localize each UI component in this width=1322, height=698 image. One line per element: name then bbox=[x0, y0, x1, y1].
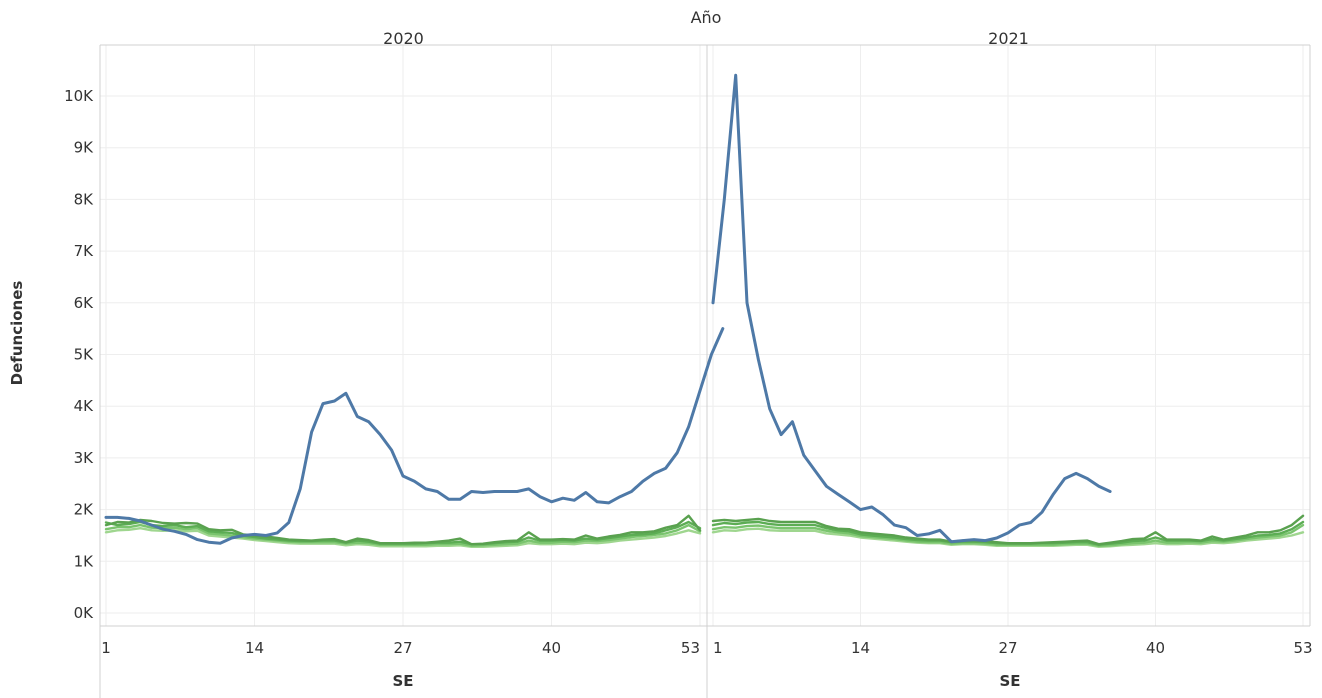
y-tick-label: 3K bbox=[74, 449, 95, 467]
x-tick-label: 14 bbox=[851, 639, 870, 657]
x-tick-label: 27 bbox=[393, 639, 412, 657]
y-tick-label: 2K bbox=[74, 501, 95, 519]
x-tick-label: 40 bbox=[1146, 639, 1165, 657]
x-tick-label: 1 bbox=[101, 639, 111, 657]
y-axis-title: Defunciones bbox=[8, 281, 26, 386]
x-tick-label: 1 bbox=[713, 639, 723, 657]
y-tick-label: 7K bbox=[74, 242, 95, 260]
column-header-label: Año bbox=[691, 8, 722, 27]
primary-series-line bbox=[104, 327, 725, 545]
x-axis-title-2021: SE bbox=[999, 672, 1020, 690]
panel-year-label: 2020 bbox=[383, 29, 424, 48]
y-tick-label: 4K bbox=[74, 397, 95, 415]
y-tick-label: 0K bbox=[74, 604, 95, 622]
baseline-series-line bbox=[711, 514, 1305, 546]
gridlines bbox=[100, 45, 1310, 626]
baseline-series-line bbox=[104, 527, 702, 548]
y-tick-label: 10K bbox=[64, 87, 94, 105]
y-tick-label: 8K bbox=[74, 190, 95, 208]
series-lines bbox=[104, 73, 1305, 548]
x-tick-label: 53 bbox=[681, 639, 700, 657]
x-axis-title-2020: SE bbox=[392, 672, 413, 690]
baseline-series-line bbox=[104, 514, 702, 546]
y-tick-label: 6K bbox=[74, 294, 95, 312]
primary-series-line bbox=[711, 73, 1112, 544]
x-tick-label: 14 bbox=[245, 639, 264, 657]
y-tick-label: 5K bbox=[74, 346, 95, 364]
tick-labels: 0K 1K 2K 3K 4K 5K 6K 7K 8K 9K 10K 1 14 27 40 53 2020 1 14 2… bbox=[64, 29, 1312, 657]
y-tick-label: 1K bbox=[74, 552, 95, 570]
panel-year-label: 2021 bbox=[988, 29, 1029, 48]
y-tick-label: 9K bbox=[74, 139, 95, 157]
x-tick-label: 53 bbox=[1293, 639, 1312, 657]
x-tick-label: 40 bbox=[542, 639, 561, 657]
x-tick-label: 27 bbox=[998, 639, 1017, 657]
